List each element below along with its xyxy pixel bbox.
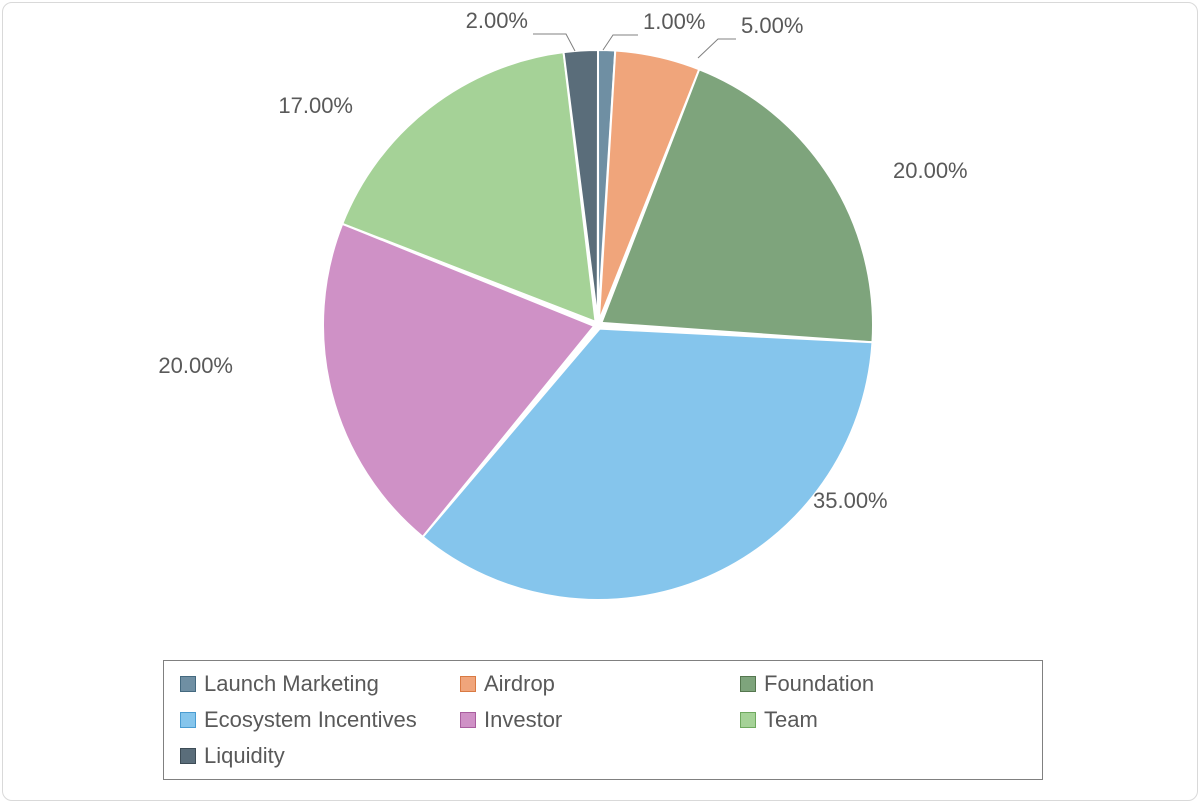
legend-label: Foundation — [764, 671, 874, 697]
slice-label: 2.00% — [466, 8, 528, 33]
legend-item: Liquidity — [180, 743, 460, 769]
legend-swatch — [180, 676, 196, 692]
slice-label: 20.00% — [893, 158, 968, 183]
leader-line — [533, 34, 575, 51]
leader-line — [698, 39, 736, 58]
legend-item: Team — [740, 707, 1020, 733]
legend-swatch — [180, 712, 196, 728]
slice-label: 35.00% — [813, 488, 888, 513]
legend-item: Ecosystem Incentives — [180, 707, 460, 733]
legend-label: Launch Marketing — [204, 671, 379, 697]
slice-label: 5.00% — [741, 13, 803, 38]
legend-item: Launch Marketing — [180, 671, 460, 697]
legend-swatch — [740, 676, 756, 692]
legend-label: Investor — [484, 707, 562, 733]
legend-label: Ecosystem Incentives — [204, 707, 417, 733]
legend-label: Liquidity — [204, 743, 285, 769]
legend-swatch — [180, 748, 196, 764]
legend-swatch — [460, 676, 476, 692]
leader-line — [603, 35, 638, 50]
pie-chart: 1.00% 5.00% 20.00% 35.00% 20.00% 17.00% 2.00% — [3, 3, 1199, 663]
chart-card: 1.00%5.00%20.00%35.00%20.00%17.00%2.00% … — [2, 2, 1198, 801]
slice-label: 1.00% — [643, 9, 705, 34]
legend-item: Airdrop — [460, 671, 740, 697]
legend-label: Team — [764, 707, 818, 733]
legend-swatch — [740, 712, 756, 728]
legend-swatch — [460, 712, 476, 728]
slice-label: 17.00% — [278, 93, 353, 118]
slice-label: 20.00% — [158, 353, 233, 378]
legend-item: Investor — [460, 707, 740, 733]
legend-label: Airdrop — [484, 671, 555, 697]
legend-item: Foundation — [740, 671, 1020, 697]
legend: Launch Marketing Airdrop Foundation Ecosyst… — [163, 660, 1043, 780]
